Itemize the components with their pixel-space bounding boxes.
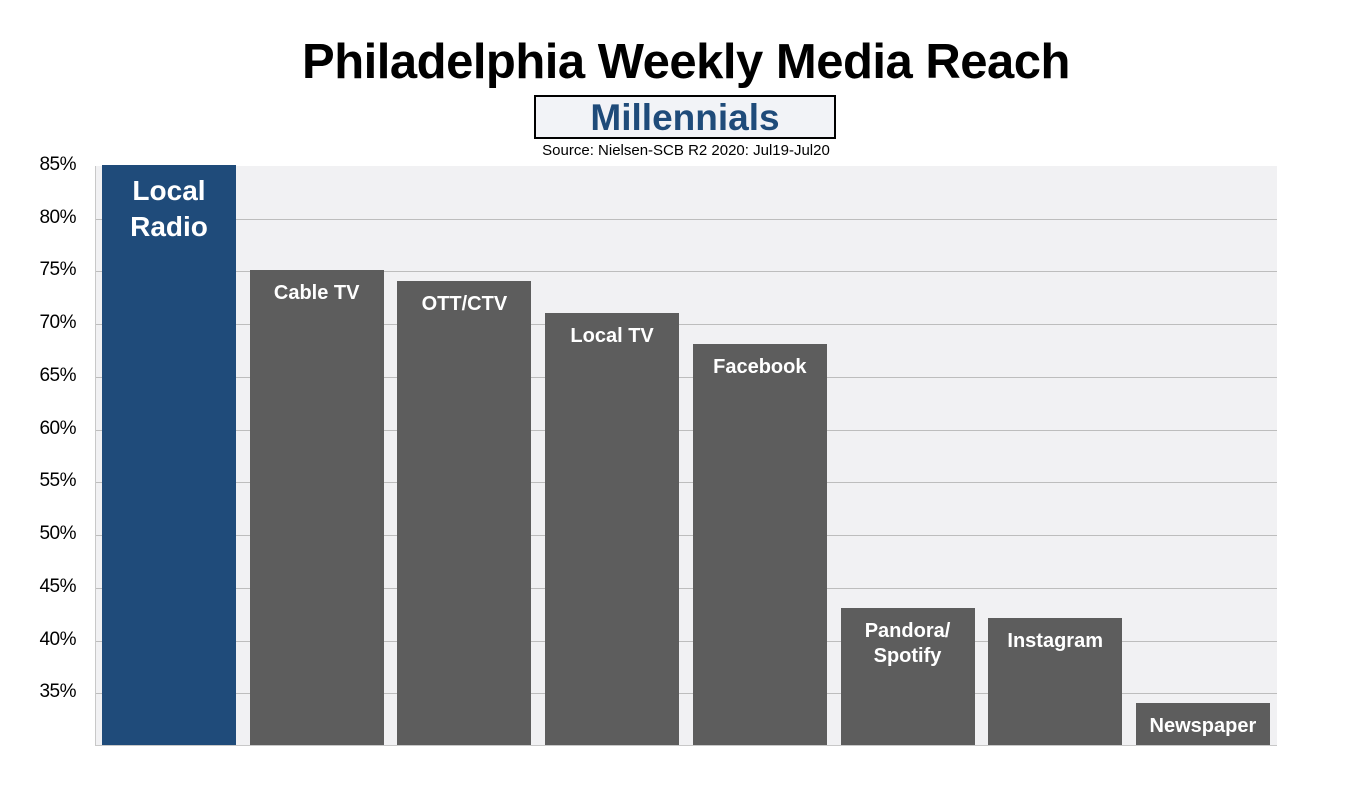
gridline	[96, 482, 1277, 484]
gridline	[96, 376, 1277, 378]
bar-label-line: Cable TV	[273, 282, 360, 305]
bar-label-line: Facebook	[713, 356, 807, 379]
gridline	[96, 218, 1277, 220]
bar-label-line: Instagram	[1007, 630, 1103, 653]
bar-label: Instagram	[988, 629, 1122, 654]
bar-label-line: Spotify	[873, 644, 942, 667]
y-tick-label: 85%	[39, 154, 76, 175]
bar-label-line: Local	[132, 175, 206, 206]
y-tick-label: 75%	[39, 259, 76, 281]
bar-label-line: Newspaper	[1149, 714, 1257, 737]
bar-label-line: Pandora/	[864, 619, 951, 642]
bar-facebook: Facebook	[692, 344, 827, 745]
bar-local-tv: Local TV	[545, 312, 680, 745]
bar-label: Local TV	[545, 324, 679, 349]
y-tick-label: 80%	[39, 206, 76, 228]
bar-cable-tv: Cable TV	[249, 270, 384, 745]
y-tick-label: 45%	[39, 575, 76, 597]
chart-title: Philadelphia Weekly Media Reach	[302, 35, 1070, 89]
y-tick-label: 60%	[39, 417, 76, 439]
bar-pandora-spotify: Pandora/Spotify	[840, 607, 975, 745]
bar-local-radio: Local Radio	[102, 165, 236, 745]
gridline	[96, 587, 1277, 589]
y-tick-label: 70%	[39, 312, 76, 334]
bar-label-line: OTT/CTV	[421, 293, 508, 315]
gridline	[96, 324, 1277, 326]
bar-label-line: Radio	[130, 211, 208, 242]
gridline	[96, 429, 1277, 431]
bar-instagram: Instagram	[988, 618, 1123, 745]
y-tick-label: 35%	[39, 681, 76, 703]
bar-label: OTT/CTV	[397, 292, 531, 317]
y-tick-label: 55%	[39, 470, 76, 492]
bar-label: Facebook	[693, 355, 827, 380]
bar-label-line: Local TV	[570, 324, 654, 347]
y-tick-label: 50%	[39, 523, 76, 545]
bar-ott-ctv: OTT/CTV	[397, 281, 532, 745]
gridline	[96, 535, 1277, 537]
gridline	[96, 693, 1277, 695]
bar-label: Cable TV	[250, 281, 384, 306]
gridline	[96, 640, 1277, 642]
y-tick-label: 65%	[39, 364, 76, 386]
bar-label: Newspaper	[1136, 714, 1270, 739]
gridline	[96, 271, 1277, 273]
y-tick-label: 40%	[39, 628, 76, 650]
bar-newspaper: Newspaper	[1135, 702, 1270, 745]
source-note: Source: Nielsen-SCB R2 2020: Jul19-Jul20	[542, 142, 830, 159]
bar-label: Local Radio	[102, 173, 236, 245]
plot-area: Local Radio Cable TV OTT/CTV Local TV Faceboo…	[95, 165, 1277, 746]
bar-label: Pandora/Spotify	[841, 619, 975, 669]
subtitle-badge: Millennials	[534, 95, 836, 139]
